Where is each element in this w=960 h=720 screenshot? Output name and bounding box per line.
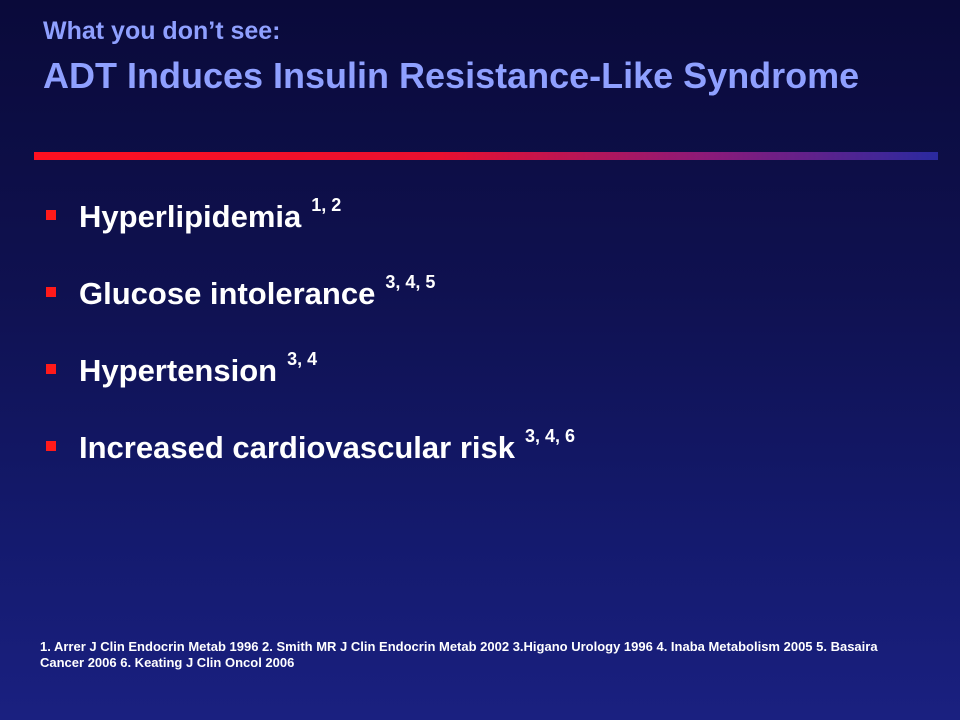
slide-kicker: What you don’t see: xyxy=(43,17,281,45)
square-bullet-icon xyxy=(46,287,56,297)
bullet-item-hypertension: Hypertension 3, 4 xyxy=(46,349,926,426)
bullet-label: Hyperlipidemia xyxy=(79,199,302,234)
references-footnote: 1. Arrer J Clin Endocrin Metab 1996 2. S… xyxy=(40,639,878,670)
bullet-label: Hypertension xyxy=(79,353,278,388)
bullet-label: Glucose intolerance xyxy=(79,276,376,311)
slide-title: ADT Induces Insulin Resistance-Like Synd… xyxy=(43,55,860,96)
bullet-item-glucose-intolerance: Glucose intolerance 3, 4, 5 xyxy=(46,272,926,349)
bullet-item-hyperlipidemia: Hyperlipidemia 1, 2 xyxy=(46,195,926,272)
bullet-label: Increased cardiovascular risk xyxy=(79,430,515,465)
square-bullet-icon xyxy=(46,364,56,374)
bullet-references: 3, 4, 5 xyxy=(385,272,436,292)
bullet-item-cardiovascular-risk: Increased cardiovascular risk 3, 4, 6 xyxy=(46,426,926,503)
bullet-references: 3, 4 xyxy=(287,349,318,369)
title-divider xyxy=(34,152,938,160)
bullet-references: 1, 2 xyxy=(311,195,342,215)
square-bullet-icon xyxy=(46,441,56,451)
bullet-list: Hyperlipidemia 1, 2 Glucose intolerance 3,… xyxy=(46,195,926,503)
bullet-references: 3, 4, 6 xyxy=(524,426,576,446)
square-bullet-icon xyxy=(46,210,56,220)
